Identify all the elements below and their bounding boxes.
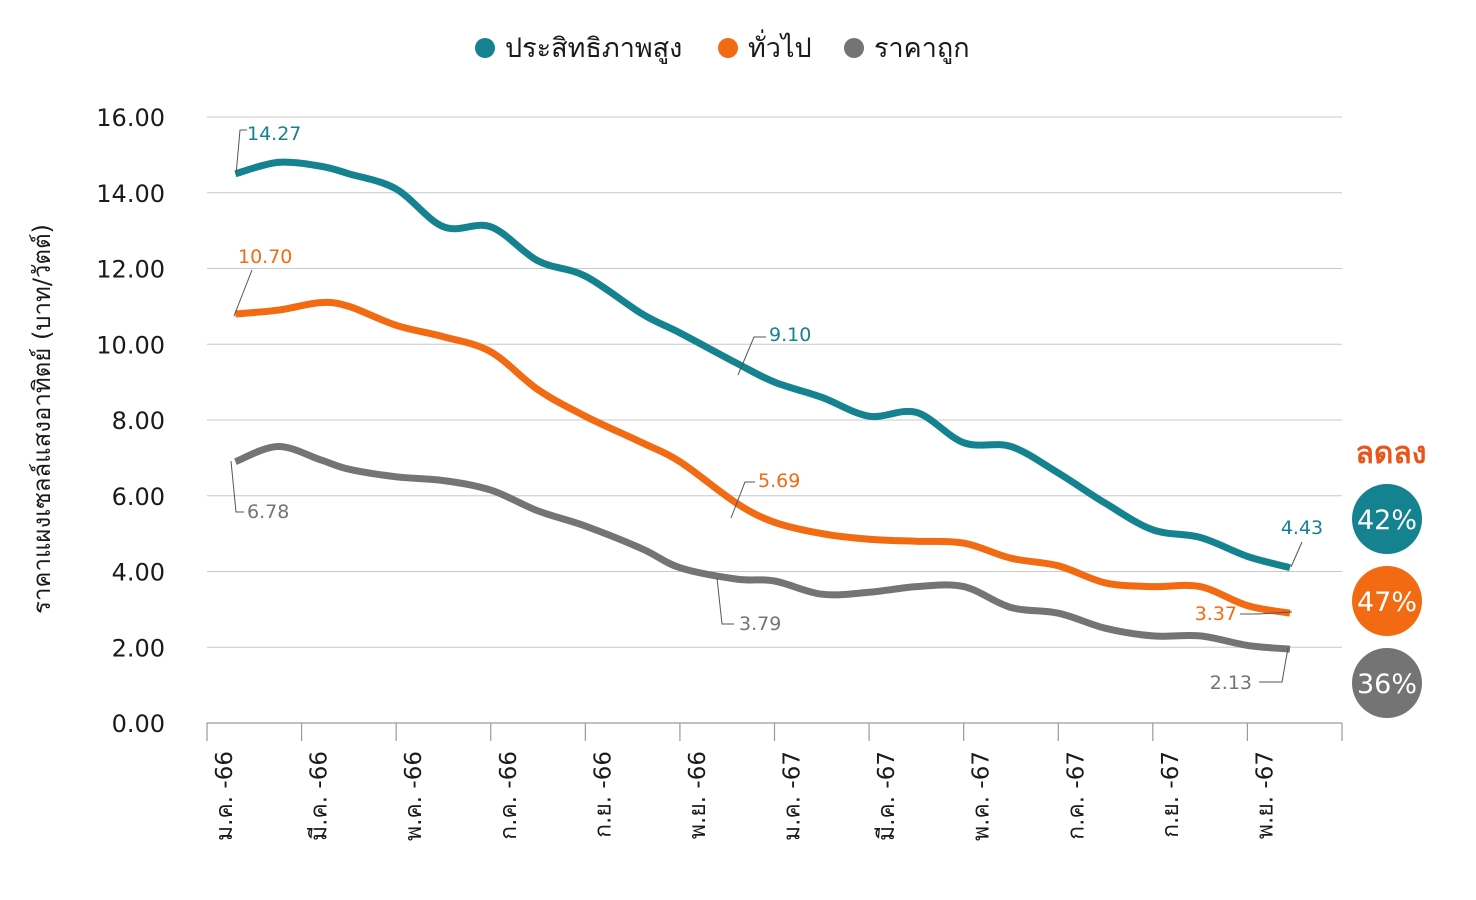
x-tick-label: มี.ค. -66 bbox=[307, 751, 333, 841]
annotation-label: 10.70 bbox=[238, 246, 292, 268]
annotation-leader bbox=[230, 460, 244, 513]
x-tick-label: พ.ค. -66 bbox=[401, 751, 427, 841]
series-line bbox=[234, 442, 1291, 653]
annotation-leader bbox=[1259, 647, 1289, 683]
decrease-panel: ลดลง 42% 47% 36% bbox=[1352, 436, 1426, 718]
annotation-leader bbox=[1290, 541, 1303, 568]
y-tick-label: 4.00 bbox=[112, 559, 165, 587]
legend-marker bbox=[718, 38, 738, 58]
y-axis-label: ราคาแผงเซลล์แสงอาทิตย์ (บาท/วัตต์) bbox=[28, 224, 56, 614]
axes bbox=[206, 722, 1343, 741]
decrease-percent: 47% bbox=[1357, 587, 1417, 618]
annotation-label: 2.13 bbox=[1210, 672, 1252, 694]
legend-label: ราคาถูก bbox=[874, 33, 970, 64]
decrease-percent: 36% bbox=[1357, 669, 1417, 700]
x-tick-label: พ.ย. -66 bbox=[685, 751, 711, 839]
annotation-label: 4.43 bbox=[1281, 517, 1323, 539]
y-tick-label: 12.00 bbox=[96, 256, 165, 284]
legend-label: ประสิทธิภาพสูง bbox=[505, 33, 682, 64]
x-tick-label: มี.ค. -67 bbox=[874, 751, 900, 841]
annotation-label: 5.69 bbox=[758, 470, 800, 492]
x-tick-label: ม.ค. -66 bbox=[212, 751, 238, 841]
annotation-leader bbox=[716, 577, 734, 625]
x-tick-label: พ.ย. -67 bbox=[1252, 751, 1278, 839]
y-tick-label: 6.00 bbox=[112, 483, 165, 511]
y-tick-labels: 0.00 2.00 4.00 6.00 8.00 10.00 12.00 14.00 16.00 bbox=[96, 104, 165, 738]
decrease-badge bbox=[1352, 648, 1422, 718]
x-tick-label: ก.ย. -66 bbox=[590, 751, 616, 838]
annotation-leader bbox=[233, 269, 253, 317]
series-lines bbox=[234, 158, 1291, 653]
y-tick-label: 8.00 bbox=[112, 407, 165, 435]
y-tick-label: 16.00 bbox=[96, 104, 165, 132]
x-tick-label: ก.ย. -67 bbox=[1158, 751, 1184, 838]
annotation-label: 3.79 bbox=[739, 613, 781, 635]
legend-marker bbox=[475, 38, 495, 58]
x-tick-label: พ.ค. -67 bbox=[969, 751, 995, 841]
series-line bbox=[234, 158, 1291, 572]
decrease-badge bbox=[1352, 484, 1422, 554]
decrease-badge bbox=[1352, 566, 1422, 636]
y-tick-label: 14.00 bbox=[96, 180, 165, 208]
legend-label: ทั่วไป bbox=[748, 29, 812, 64]
annotation-leader bbox=[235, 129, 247, 176]
x-tick-label: ก.ค. -67 bbox=[1063, 751, 1089, 840]
annotation-label: 6.78 bbox=[247, 501, 289, 523]
legend-marker bbox=[844, 38, 864, 58]
x-tick-label: ก.ค. -66 bbox=[496, 751, 522, 840]
series-line bbox=[235, 298, 1291, 617]
decrease-percent: 42% bbox=[1357, 505, 1417, 536]
data-annotations: 14.27 10.70 6.78 9.10 5.69 3.79 4.43 3.37 2.13 bbox=[230, 123, 1323, 694]
y-tick-label: 10.00 bbox=[96, 331, 165, 359]
y-tick-label: 2.00 bbox=[112, 634, 165, 662]
annotation-label: 14.27 bbox=[247, 123, 301, 145]
annotation-leader bbox=[730, 481, 755, 519]
annotation-label: 3.37 bbox=[1195, 603, 1237, 625]
annotation-leader bbox=[737, 336, 766, 376]
legend: ประสิทธิภาพสูง ทั่วไป ราคาถูก bbox=[475, 29, 970, 64]
annotation-label: 9.10 bbox=[769, 324, 811, 346]
annotation-leader bbox=[1240, 611, 1293, 615]
x-tick-labels: ม.ค. -66 มี.ค. -66 พ.ค. -66 ก.ค. -66 ก.ย. -6… bbox=[212, 751, 1278, 841]
x-tick-label: ม.ค. -67 bbox=[780, 751, 806, 841]
decrease-title: ลดลง bbox=[1356, 436, 1427, 471]
y-tick-label: 0.00 bbox=[112, 710, 165, 738]
